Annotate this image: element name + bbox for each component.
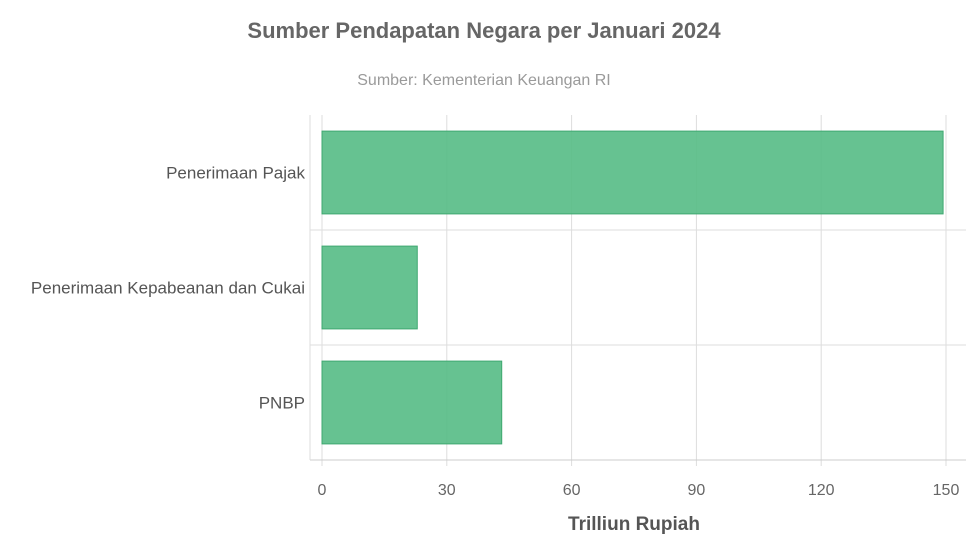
category-labels: Penerimaan Pajak Penerimaan Kepabeanan da…	[31, 164, 306, 413]
x-tick-label: 120	[808, 482, 835, 499]
bar-3[interactable]	[321, 360, 503, 445]
bar-1[interactable]	[321, 130, 944, 215]
x-tick-label: 0	[318, 482, 327, 499]
x-tick-label: 150	[933, 482, 960, 499]
category-label: PNBP	[259, 394, 305, 413]
x-axis-ticks: 0 30 60 90 120 150	[318, 482, 960, 499]
category-label: Penerimaan Kepabeanan dan Cukai	[31, 279, 305, 298]
x-tick-label: 60	[563, 482, 581, 499]
chart-subtitle: Sumber: Kementerian Keuangan RI	[357, 72, 610, 89]
chart-title: Sumber Pendapatan Negara per Januari 202…	[247, 18, 721, 43]
x-tick-label: 30	[438, 482, 456, 499]
category-label: Penerimaan Pajak	[166, 164, 305, 183]
bar-2[interactable]	[321, 245, 418, 330]
x-axis-title: Trilliun Rupiah	[568, 514, 700, 535]
bars	[321, 130, 944, 445]
x-tick-label: 90	[688, 482, 706, 499]
